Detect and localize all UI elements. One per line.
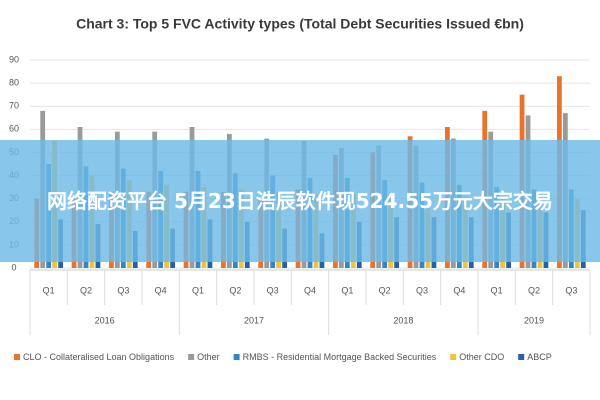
x-group-label: 2017: [244, 315, 264, 325]
legend-swatch: [14, 354, 20, 360]
x-tick-label: Q2: [379, 285, 391, 295]
x-group-label: 2019: [524, 315, 544, 325]
legend-label: CLO - Collateralised Loan Obligations: [23, 352, 175, 362]
overlay-banner: 网络配资平台 5月23日浩辰软件现524.55万元大宗交易: [0, 140, 600, 262]
x-tick-label: Q4: [155, 285, 167, 295]
x-tick-label: Q2: [528, 285, 540, 295]
x-tick-label: Q4: [304, 285, 316, 295]
legend-label: RMBS - Residential Mortgage Backed Secur…: [243, 352, 437, 362]
legend-label: ABCP: [527, 352, 552, 362]
legend-label: Other CDO: [459, 352, 504, 362]
x-tick-label: Q3: [117, 285, 129, 295]
legend-label: Other: [197, 352, 220, 362]
x-tick-label: Q3: [416, 285, 428, 295]
x-tick-label: Q3: [267, 285, 279, 295]
x-tick-label: Q1: [43, 285, 55, 295]
legend-swatch: [233, 354, 240, 360]
overlay-text: 网络配资平台 5月23日浩辰软件现524.55万元大宗交易: [47, 189, 553, 213]
chart-title: Chart 3: Top 5 FVC Activity types (Total…: [76, 16, 524, 32]
legend-swatch: [450, 354, 457, 360]
x-group-label: 2018: [393, 315, 413, 325]
y-tick-label: 80: [9, 77, 19, 87]
legend-swatch: [518, 354, 525, 360]
legend-swatch: [188, 354, 195, 360]
x-tick-label: Q1: [341, 285, 353, 295]
x-group-label: 2016: [95, 315, 115, 325]
y-tick-label: 90: [9, 54, 19, 64]
x-tick-label: Q1: [491, 285, 503, 295]
y-tick-label: 70: [9, 101, 19, 111]
x-tick-label: Q4: [453, 285, 465, 295]
x-tick-label: Q2: [229, 285, 241, 295]
y-tick-label: 60: [9, 124, 19, 134]
x-tick-label: Q1: [192, 285, 204, 295]
x-tick-label: Q3: [565, 285, 577, 295]
y-tick-label: 0: [11, 262, 16, 272]
x-tick-label: Q2: [80, 285, 92, 295]
